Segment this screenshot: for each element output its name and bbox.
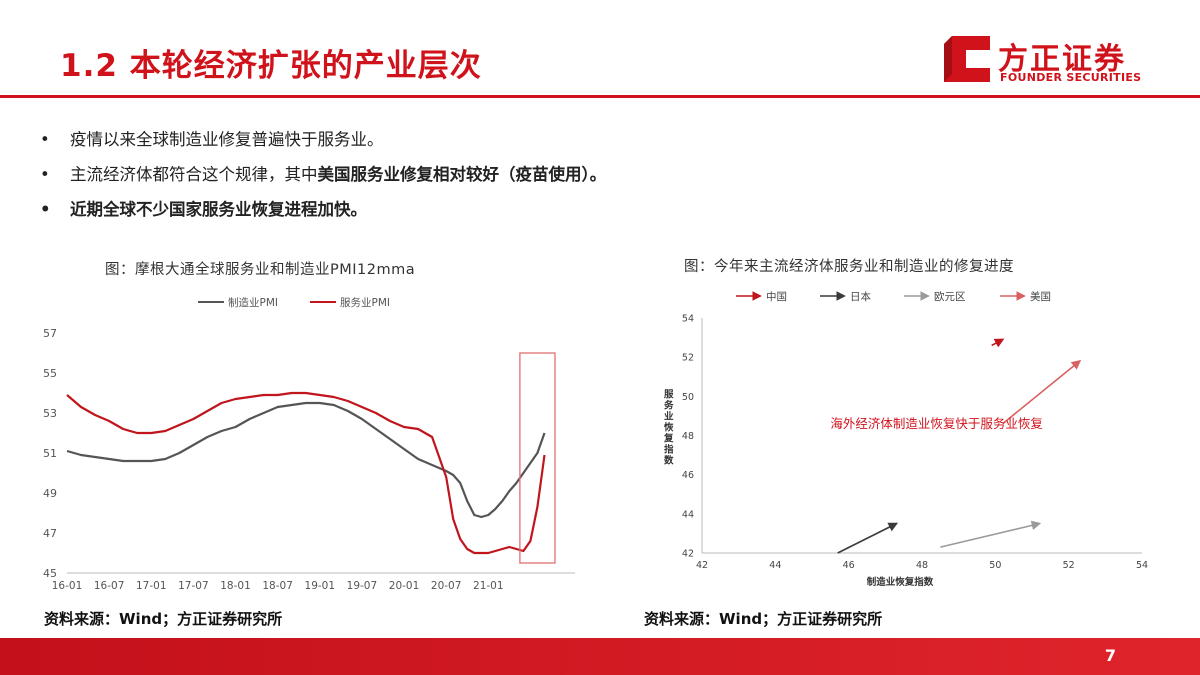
right-y-axis-label-char: 服: [664, 390, 674, 401]
left-x-tick-3: 17-07: [178, 580, 209, 592]
left-series-line-0: [66, 401, 546, 519]
left-x-tick-6: 19-01: [305, 580, 336, 592]
bullet-2-text: 主流经济体都符合这个规律，其中: [70, 165, 318, 184]
right-y-tick-4: 50: [682, 392, 694, 403]
left-x-tick-7: 19-07: [347, 580, 378, 592]
bullet-3-text: 近期全球不少国家服务业恢复进程加快。: [70, 200, 367, 219]
right-y-axis-label: 服务业恢复指数: [663, 390, 674, 467]
right-y-tick-2: 46: [682, 470, 694, 481]
left-x-tick-8: 20-01: [389, 580, 420, 592]
left-y-tick-0: 45: [43, 567, 57, 580]
left-line-chart: 45 47 49 51 53 55 57 16-01 16-07 17-01 17-07 18-01 1…: [43, 296, 575, 592]
left-x-tick-5: 18-07: [262, 580, 293, 592]
left-x-tick-1: 16-07: [94, 580, 125, 592]
left-series-line-1: [66, 391, 546, 555]
right-chart-caption: 图：今年来主流经济体服务业和制造业的修复进度: [684, 259, 1014, 275]
right-y-axis-label-char: 数: [663, 455, 674, 467]
right-y-tick-6: 54: [682, 314, 694, 325]
left-x-tick-4: 18-01: [220, 580, 251, 592]
right-x-tick-6: 54: [1136, 560, 1148, 571]
right-y-axis-label-char: 务: [664, 400, 674, 412]
left-y-tick-4: 53: [43, 407, 57, 420]
left-y-tick-1: 47: [43, 527, 57, 540]
right-chart-source: 资料来源：Wind；方正证券研究所: [644, 610, 883, 628]
right-x-tick-2: 46: [843, 560, 855, 571]
logo-text-cn: 方正证券: [998, 42, 1126, 77]
right-series-arrow-1: [837, 522, 899, 554]
right-x-axis-label: 制造业恢复指数: [867, 576, 934, 588]
page-number: 7: [1104, 646, 1116, 665]
left-x-tick-10: 21-01: [473, 580, 504, 592]
right-series-arrow-3: [1002, 359, 1082, 425]
logo-mark-icon: [944, 36, 990, 82]
left-highlight-box: [519, 352, 556, 564]
slide-title: 1.2 本轮经济扩张的产业层次: [60, 48, 482, 84]
left-chart-caption: 图：摩根大通全球服务业和制造业PMI12mma: [105, 262, 416, 278]
bullet-list: 疫情以来全球制造业修复普遍快于服务业。 主流经济体都符合这个规律，其中美国服务业…: [40, 122, 606, 227]
right-legend-label-2: 欧元区: [934, 291, 966, 303]
right-y-axis-label-char: 业: [664, 411, 674, 423]
right-y-tick-1: 44: [682, 509, 694, 520]
right-legend-label-0: 中国: [766, 290, 787, 303]
bullet-3: 近期全球不少国家服务业恢复进程加快。: [40, 192, 606, 227]
right-y-tick-0: 42: [682, 549, 694, 560]
company-logo: 方正证券 FOUNDER SECURITIES: [942, 34, 1152, 90]
right-annotation: 海外经济体制造业恢复快于服务业恢复: [830, 416, 1043, 431]
bullet-2: 主流经济体都符合这个规律，其中美国服务业修复相对较好（疫苗使用）。: [40, 157, 606, 192]
right-y-axis-label-char: 复: [663, 433, 674, 445]
right-y-tick-3: 48: [682, 431, 694, 442]
left-chart-source: 资料来源：Wind；方正证券研究所: [44, 610, 283, 628]
left-legend-label-1: 服务业PMI: [340, 296, 390, 309]
left-x-tick-2: 17-01: [136, 580, 167, 592]
left-y-tick-5: 55: [43, 367, 57, 380]
left-y-tick-6: 57: [43, 327, 57, 340]
left-legend-label-0: 制造业PMI: [228, 296, 278, 309]
right-x-tick-1: 44: [769, 560, 781, 571]
left-y-tick-2: 49: [43, 487, 57, 500]
right-x-tick-4: 50: [989, 560, 1001, 571]
left-x-tick-0: 16-01: [52, 580, 83, 592]
footer-bar: 7: [0, 638, 1200, 675]
bullet-2-emphasis: 美国服务业修复相对较好（疫苗使用）。: [317, 165, 607, 184]
right-series-arrow-2: [940, 520, 1042, 548]
left-y-tick-3: 51: [43, 447, 57, 460]
logo-text-en: FOUNDER SECURITIES: [1000, 71, 1142, 84]
right-x-tick-5: 52: [1063, 560, 1075, 571]
right-scatter-chart: 42 44 46 48 50 52 54 42 44 46 48 50 52 54 制造业恢复指数 服务业恢复…: [663, 290, 1148, 588]
right-y-axis-label-char: 指: [664, 444, 674, 456]
right-y-tick-5: 52: [682, 353, 694, 364]
right-legend-label-3: 美国: [1030, 290, 1051, 303]
right-y-axis-label-char: 恢: [664, 422, 674, 434]
right-x-tick-3: 48: [916, 560, 928, 571]
header-rule: [0, 95, 1200, 98]
right-series-arrow-0: [991, 338, 1005, 348]
right-x-tick-0: 42: [696, 560, 708, 571]
bullet-1: 疫情以来全球制造业修复普遍快于服务业。: [40, 122, 606, 157]
bullet-1-text: 疫情以来全球制造业修复普遍快于服务业。: [70, 130, 384, 149]
left-x-tick-9: 20-07: [431, 580, 462, 592]
right-legend-label-1: 日本: [850, 290, 871, 303]
